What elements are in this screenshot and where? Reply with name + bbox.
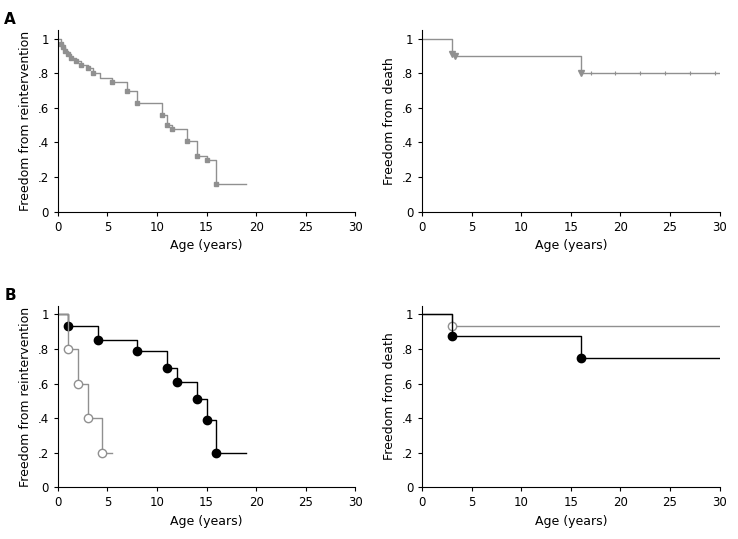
X-axis label: Age (years): Age (years) [170, 515, 243, 528]
X-axis label: Age (years): Age (years) [534, 239, 607, 252]
Text: B: B [4, 288, 16, 302]
X-axis label: Age (years): Age (years) [534, 515, 607, 528]
X-axis label: Age (years): Age (years) [170, 239, 243, 252]
Y-axis label: Freedom from death: Freedom from death [384, 57, 396, 185]
Y-axis label: Freedom from death: Freedom from death [384, 333, 396, 460]
Text: A: A [4, 12, 16, 27]
Y-axis label: Freedom from reintervention: Freedom from reintervention [19, 31, 32, 211]
Y-axis label: Freedom from reintervention: Freedom from reintervention [19, 307, 32, 487]
